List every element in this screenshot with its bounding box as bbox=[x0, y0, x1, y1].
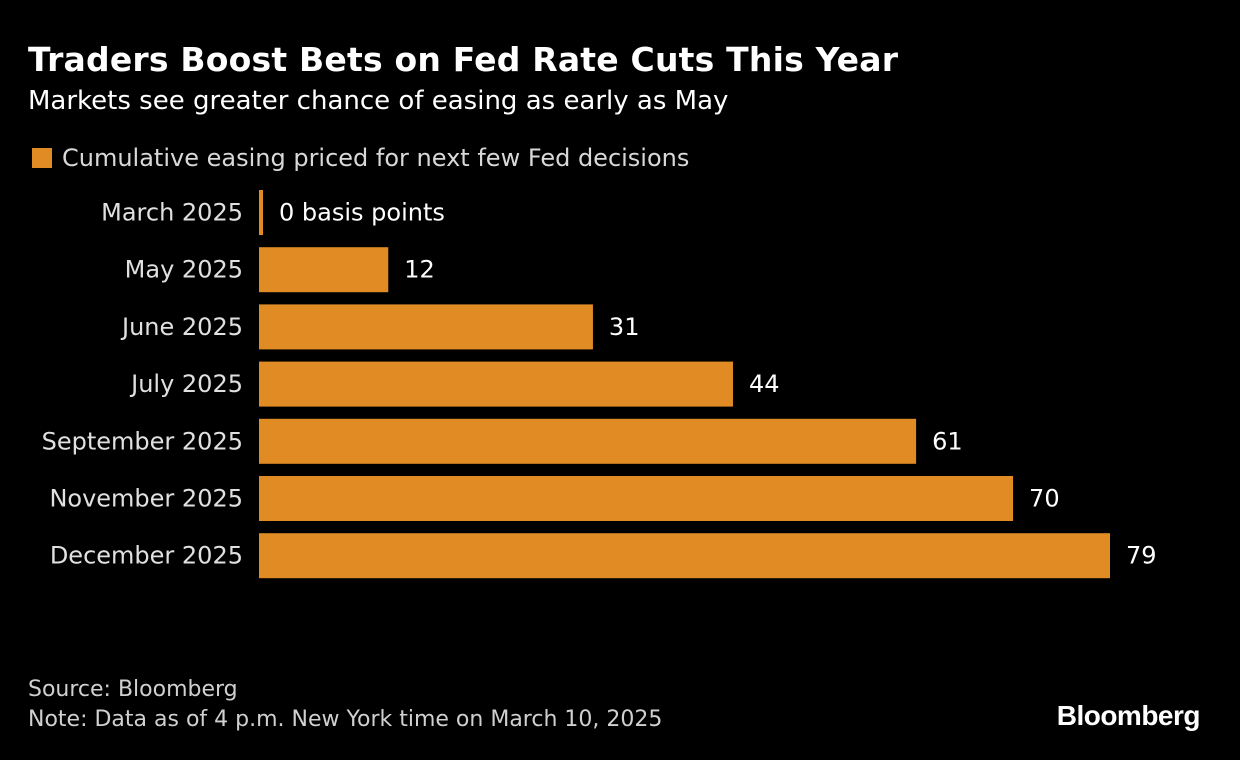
bloomberg-logo: Bloomberg bbox=[1056, 700, 1201, 731]
category-label: March 2025 bbox=[101, 199, 243, 227]
bar bbox=[259, 533, 1110, 579]
value-label: 70 bbox=[1029, 485, 1060, 513]
value-label: 79 bbox=[1126, 542, 1157, 570]
bar bbox=[259, 247, 389, 293]
data-note: Note: Data as of 4 p.m. New York time on… bbox=[28, 707, 663, 732]
category-label: May 2025 bbox=[125, 256, 243, 284]
value-label: 12 bbox=[404, 256, 435, 284]
source-note: Source: Bloomberg bbox=[28, 677, 238, 702]
category-label: November 2025 bbox=[49, 485, 243, 513]
value-label: 31 bbox=[609, 313, 640, 341]
chart-subtitle: Markets see greater chance of easing as … bbox=[28, 86, 729, 116]
legend-swatch bbox=[32, 148, 52, 168]
bar bbox=[259, 418, 917, 464]
value-label: 0 basis points bbox=[279, 199, 445, 227]
bar bbox=[259, 476, 1014, 521]
category-label: June 2025 bbox=[120, 313, 243, 341]
value-label: 44 bbox=[749, 370, 780, 398]
chart-title: Traders Boost Bets on Fed Rate Cuts This… bbox=[28, 40, 899, 79]
value-label: 61 bbox=[932, 427, 963, 455]
bar bbox=[259, 361, 733, 407]
category-label: July 2025 bbox=[129, 370, 243, 398]
category-label: December 2025 bbox=[50, 542, 243, 570]
legend-label: Cumulative easing priced for next few Fe… bbox=[62, 144, 690, 172]
category-label: September 2025 bbox=[42, 427, 243, 455]
bar bbox=[259, 304, 593, 350]
bar bbox=[259, 190, 263, 235]
legend: Cumulative easing priced for next few Fe… bbox=[32, 144, 689, 172]
